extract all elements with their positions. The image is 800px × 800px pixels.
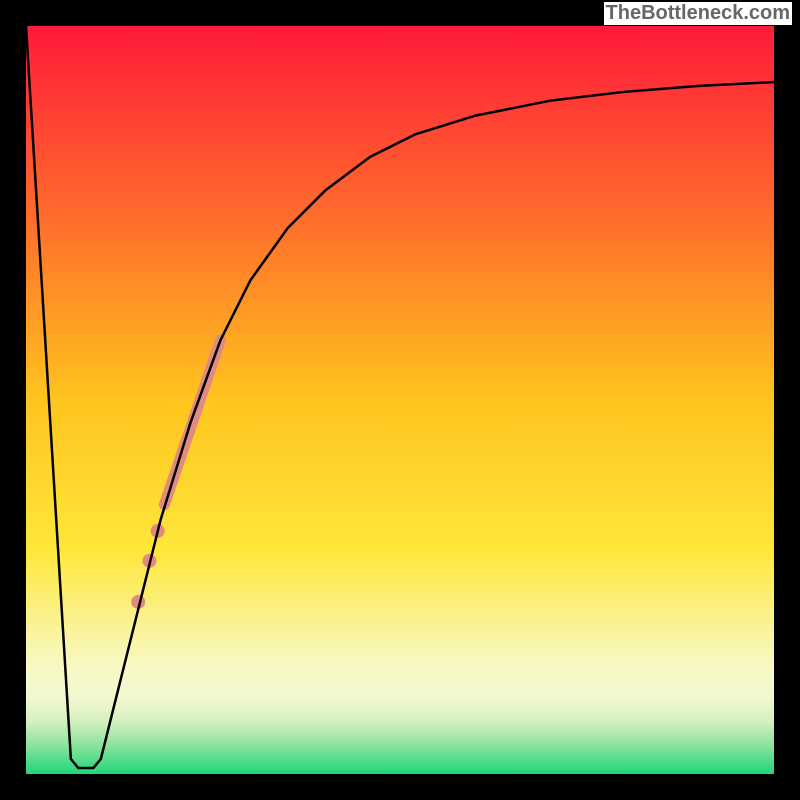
chart-svg [26,26,774,774]
gradient-background [26,26,774,774]
plot-area [26,26,774,774]
watermark-label: TheBottleneck.com [604,2,792,25]
chart-frame: TheBottleneck.com [0,0,800,800]
